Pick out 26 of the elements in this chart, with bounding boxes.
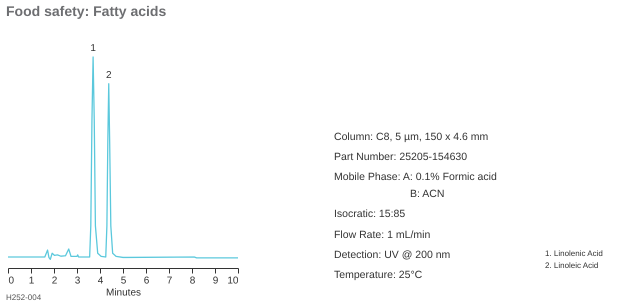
text: Column: C8, 5 µm, 150 x 4.6 mm: [334, 131, 489, 143]
x-tick-label: 10: [227, 276, 239, 286]
text: 1. Linolenic Acid: [545, 249, 603, 258]
text: Part Number: 25205-154630: [334, 151, 468, 163]
x-tick-label: 6: [144, 276, 150, 286]
x-tick-label: 2: [52, 276, 58, 286]
x-tick-label: 0: [8, 276, 14, 286]
annotation: 1: [90, 43, 96, 54]
text: B: ACN: [410, 188, 444, 200]
x-tick-label: 1: [28, 276, 35, 286]
x-tick-label: 9: [212, 276, 219, 286]
text: Mobile Phase: A: 0.1% Formic acid: [334, 171, 497, 183]
text: Flow Rate: 1 mL/min: [334, 229, 430, 241]
annotation: 2: [106, 70, 112, 81]
x-tick-label: 7: [166, 276, 173, 286]
text: Isocratic: 15:85: [334, 208, 406, 220]
x-tick-label: 4: [98, 276, 104, 286]
text: Detection: UV @ 200 nm: [334, 249, 451, 261]
x-tick-label: 8: [190, 276, 196, 286]
x-axis-title: Minutes: [106, 288, 142, 298]
text: Temperature: 25°C: [334, 269, 423, 281]
text: H252-004: [6, 293, 42, 302]
x-tick-label: 5: [120, 276, 127, 286]
x-tick-label: 3: [74, 276, 81, 286]
chart-title: Food safety: Fatty acids: [6, 3, 166, 19]
text: 2. Linoleic Acid: [545, 261, 598, 270]
